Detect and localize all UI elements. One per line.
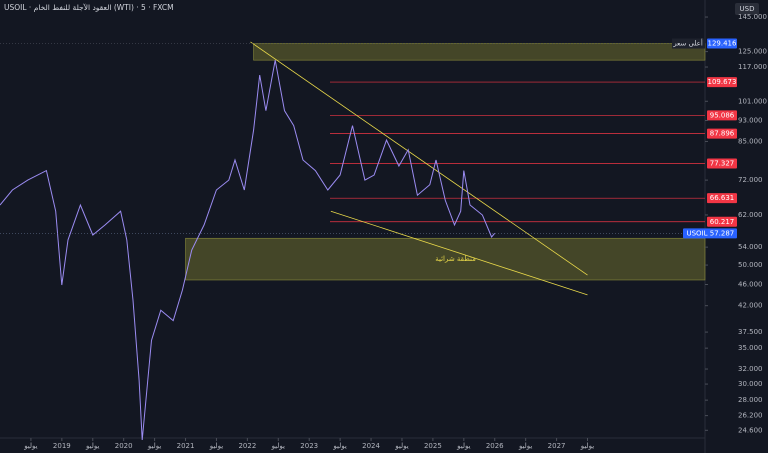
y-tick-label: 54.000	[738, 243, 763, 251]
x-tick-label: يوليو	[332, 442, 346, 450]
x-tick-label: 2019	[53, 442, 71, 450]
level-badge	[707, 128, 737, 139]
level-badge	[707, 216, 737, 227]
level-label: 95.086	[710, 111, 735, 119]
zone	[253, 43, 706, 61]
x-tick-label: 2023	[300, 442, 318, 450]
currency[interactable]: USD	[740, 5, 755, 13]
y-tick-label: 125.000	[738, 48, 767, 56]
high-price-label: 129.416	[708, 40, 737, 48]
x-tick-label: 2022	[238, 442, 256, 450]
zone	[185, 237, 706, 281]
x-tick-label: 2021	[177, 442, 195, 450]
y-tick-label: 24.600	[738, 426, 763, 434]
high-badge	[707, 38, 737, 49]
y-tick-label: 46.000	[738, 280, 763, 288]
x-tick-label: يوليو	[23, 442, 37, 450]
y-tick-label: 93.000	[738, 116, 763, 124]
x-tick-label: 2025	[424, 442, 442, 450]
x-tick-label: يوليو	[147, 442, 161, 450]
high-name-badge	[672, 38, 705, 49]
y-tick-label: 145.000	[738, 13, 767, 21]
y-tick-label: 30.000	[738, 380, 763, 388]
level-badge	[707, 158, 737, 169]
level-label: 77.327	[710, 159, 735, 167]
chart-title: USOIL · العقود الآجلة للنفط الخام (WTI) …	[4, 3, 174, 12]
zone-label: منطقة شرائية	[435, 255, 476, 263]
y-tick-label: 42.000	[738, 302, 763, 310]
price-line	[0, 60, 496, 441]
high-price-name: أعلى سعر	[672, 39, 703, 48]
x-tick-label: 2026	[486, 442, 504, 450]
y-tick-label: 26.200	[738, 412, 763, 420]
level-badge	[707, 77, 737, 88]
level-badge	[707, 193, 737, 204]
y-tick-label: 37.500	[738, 328, 763, 336]
trendline	[330, 210, 588, 296]
y-tick-label: 62.000	[738, 211, 763, 219]
last-price-name: USOIL	[686, 229, 707, 237]
x-tick-label: يوليو	[394, 442, 408, 450]
y-tick-label: 101.000	[738, 97, 767, 105]
y-tick-label: 85.000	[738, 137, 763, 145]
x-tick-label: 2024	[362, 442, 380, 450]
level-label: 66.631	[710, 194, 735, 202]
level-badge	[707, 110, 737, 121]
x-tick-label: يوليو	[209, 442, 223, 450]
y-tick-label: 50.000	[738, 261, 763, 269]
x-tick-label: يوليو	[456, 442, 470, 450]
y-tick-label: 35.000	[738, 344, 763, 352]
x-tick-label: يوليو	[85, 442, 99, 450]
level-label: 87.896	[710, 130, 735, 138]
y-tick-label: 72.000	[738, 176, 763, 184]
x-tick-label: 2027	[548, 442, 566, 450]
currency-box[interactable]	[735, 3, 759, 15]
x-tick-label: يوليو	[518, 442, 532, 450]
x-tick-label: 2020	[115, 442, 133, 450]
level-label: 109.673	[708, 78, 737, 86]
last-price-badge	[683, 228, 737, 239]
last-price-label: 57.287	[710, 229, 735, 237]
x-tick-label: يوليو	[580, 442, 594, 450]
level-label: 60.217	[710, 218, 735, 226]
y-tick-label: 32.000	[738, 365, 763, 373]
y-tick-label: 117.000	[738, 63, 767, 71]
trendline	[250, 41, 588, 276]
x-tick-label: يوليو	[271, 442, 285, 450]
y-tick-label: 28.000	[738, 396, 763, 404]
